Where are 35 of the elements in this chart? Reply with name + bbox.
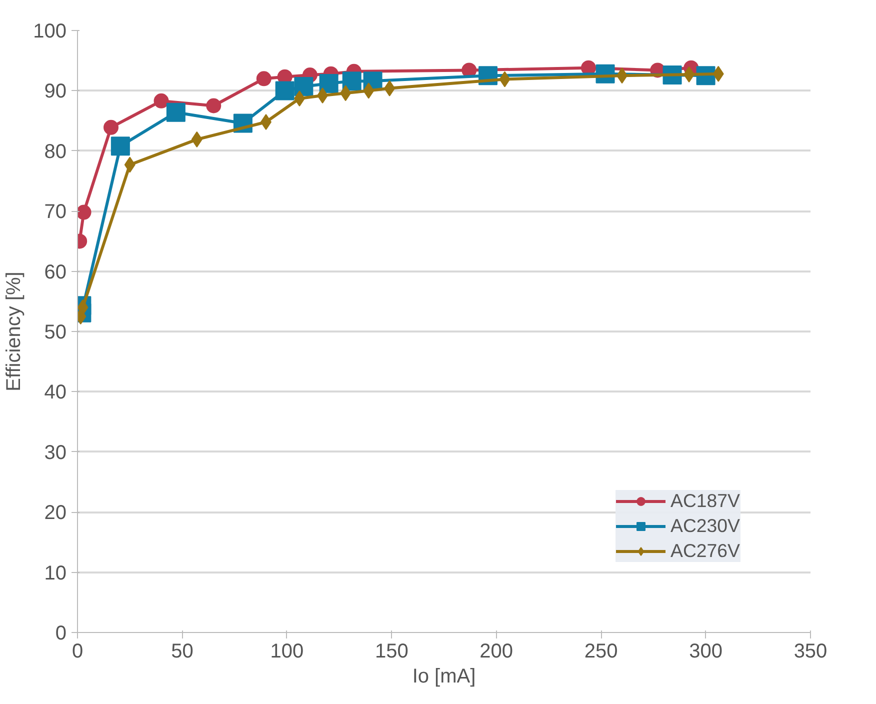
legend-label: AC276V — [670, 540, 740, 562]
legend-label: AC187V — [670, 490, 740, 512]
point — [294, 76, 314, 96]
point — [110, 136, 130, 156]
x-tick-label: 0 — [72, 640, 84, 662]
y-tick-label: 90 — [44, 80, 67, 103]
y-tick-label: 80 — [44, 140, 67, 163]
x-tick-label: 300 — [689, 640, 722, 662]
y-axis-title: Efficiency [%] — [3, 272, 26, 392]
x-tick-label: 50 — [171, 640, 194, 662]
legend-label: AC230V — [670, 515, 740, 537]
y-tick-label: 30 — [44, 442, 67, 464]
y-tick-label: 0 — [55, 622, 66, 644]
x-axis-title: Io [mA] — [412, 666, 476, 688]
x-tick-label: 350 — [794, 640, 828, 662]
y-tick-label: 10 — [44, 562, 67, 584]
point — [319, 74, 338, 93]
y-tick-label: 40 — [44, 382, 67, 404]
y-tick-label: 50 — [44, 322, 67, 344]
y-tick-label: 20 — [44, 502, 67, 524]
x-tick-label: 150 — [374, 640, 408, 662]
point — [166, 102, 186, 122]
point — [342, 72, 362, 91]
point — [154, 93, 169, 108]
y-tick-label: 70 — [44, 201, 67, 224]
y-tick-label: 100 — [33, 20, 67, 42]
x-tick-label: 200 — [480, 640, 514, 662]
point — [256, 71, 272, 86]
point — [104, 120, 119, 135]
point — [78, 204, 92, 220]
point — [275, 81, 294, 100]
x-tick-label: 100 — [270, 640, 304, 662]
x-tick-label: 250 — [584, 640, 618, 662]
y-tick-label: 60 — [44, 261, 67, 284]
point — [206, 98, 222, 114]
